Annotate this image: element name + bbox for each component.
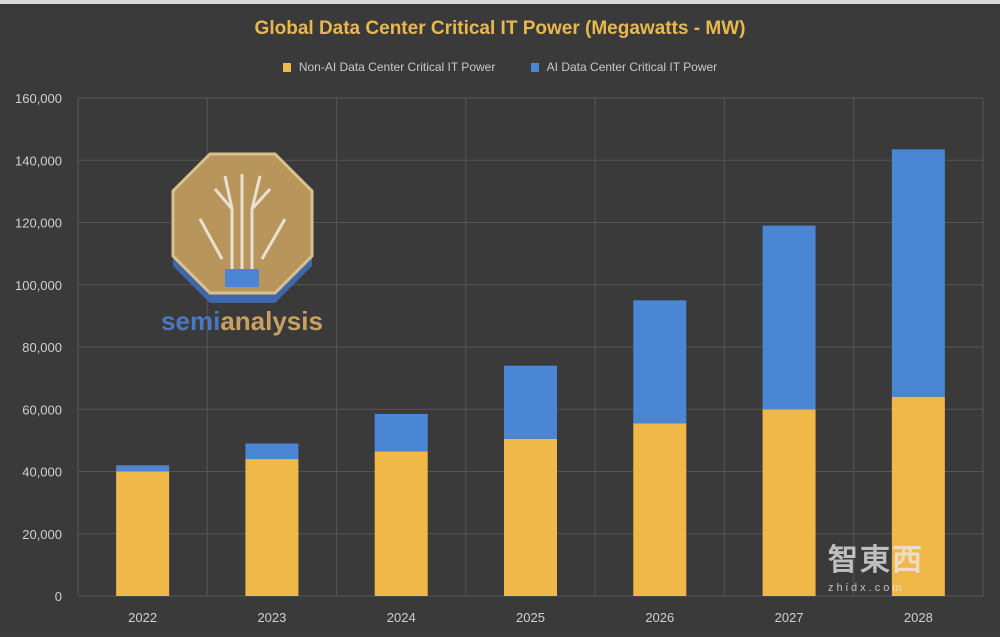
semianalysis-logo: semianalysis — [161, 152, 323, 336]
x-tick-label: 2027 — [775, 610, 804, 625]
bar-ai-2027 — [762, 225, 816, 410]
bar-non-ai-2022 — [116, 471, 170, 596]
y-tick-label: 40,000 — [22, 465, 62, 480]
bar-non-ai-2023 — [245, 459, 299, 596]
plot-area: 0 20,000 40,000 60,000 80,000 100,000 120,000 1… — [15, 91, 984, 625]
y-tick-label: 80,000 — [22, 340, 62, 355]
watermark: 智東西 — [828, 544, 924, 577]
bar-non-ai-2024 — [374, 451, 428, 596]
bar-ai-2028 — [891, 149, 945, 397]
legend-label-non-ai: Non-AI Data Center Critical IT Power — [298, 60, 496, 74]
legend-swatch-non-ai — [282, 63, 291, 72]
y-tick-label: 0 — [55, 589, 62, 604]
x-tick-label: 2028 — [904, 610, 933, 625]
x-tick-label: 2024 — [387, 610, 416, 625]
y-tick-label: 160,000 — [15, 91, 62, 106]
y-tick-label: 20,000 — [22, 527, 62, 542]
bar-non-ai-2027 — [762, 409, 816, 596]
y-tick-label: 140,000 — [15, 153, 62, 168]
x-tick-label: 2023 — [257, 610, 286, 625]
bar-non-ai-2025 — [504, 438, 557, 596]
x-tick-label: 2026 — [645, 610, 674, 625]
bar-ai-2022 — [116, 465, 170, 472]
x-tick-label: 2022 — [128, 610, 157, 625]
bar-ai-2023 — [245, 443, 299, 460]
bar-ai-2025 — [504, 365, 557, 439]
y-tick-label: 100,000 — [15, 278, 62, 293]
y-tick-label: 120,000 — [15, 216, 62, 231]
bar-ai-2026 — [633, 300, 687, 424]
x-tick-label: 2025 — [516, 610, 545, 625]
bar-non-ai-2028 — [891, 396, 945, 596]
legend-item-ai: AI Data Center Critical IT Power — [530, 60, 718, 74]
svg-text:semianalysis: semianalysis — [161, 306, 323, 336]
bar-non-ai-2026 — [633, 423, 687, 596]
watermark-url: zhidx.com — [828, 582, 905, 594]
chart-title: Global Data Center Critical IT Power (Me… — [254, 18, 746, 39]
y-tick-label: 60,000 — [22, 402, 62, 417]
legend-label-ai: AI Data Center Critical IT Power — [546, 60, 718, 74]
legend-item-non-ai: Non-AI Data Center Critical IT Power — [282, 60, 496, 74]
legend-swatch-ai — [530, 63, 539, 72]
bar-ai-2024 — [374, 413, 428, 452]
legend: Non-AI Data Center Critical IT Power AI … — [0, 60, 1000, 74]
